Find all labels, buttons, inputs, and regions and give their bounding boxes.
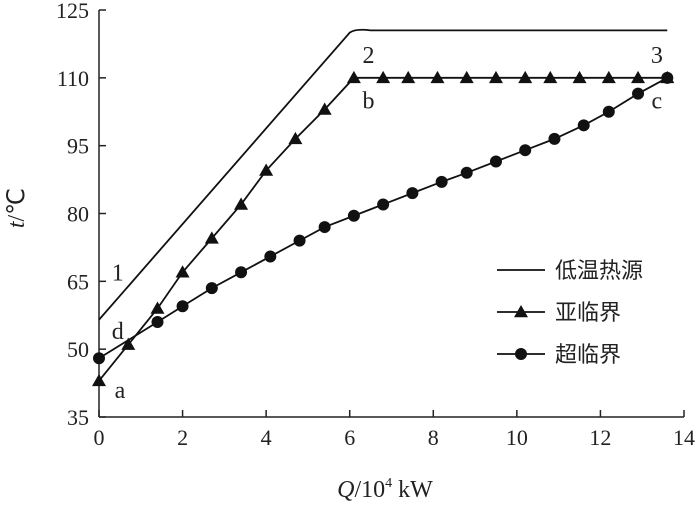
y-tick-label: 125 [56, 0, 89, 23]
data-point [151, 316, 164, 329]
y-tick-label: 80 [67, 202, 89, 227]
data-point [264, 250, 277, 263]
series-layer [92, 28, 675, 387]
data-point [121, 337, 136, 350]
x-tick-label: 12 [589, 425, 611, 450]
data-point [204, 231, 219, 244]
data-point [93, 352, 105, 365]
data-point [460, 166, 473, 179]
data-point [601, 70, 616, 84]
legend-label: 超临界 [555, 343, 621, 368]
data-point [150, 301, 165, 314]
annotation-label: a [115, 378, 126, 404]
data-point [661, 71, 674, 84]
data-point [293, 234, 306, 247]
series-1 [98, 28, 668, 321]
data-point [92, 373, 106, 387]
data-point [346, 70, 361, 84]
data-point [318, 221, 331, 234]
series-line [98, 28, 668, 321]
legend-marker [515, 348, 527, 360]
legend-label: 亚临界 [555, 301, 621, 326]
data-point [459, 70, 474, 84]
legend-label: 低温热源 [555, 259, 643, 284]
data-point [176, 300, 189, 313]
data-point [602, 105, 615, 118]
annotation-label: 3 [651, 43, 663, 69]
series-2 [92, 70, 675, 387]
x-tick-label: 14 [673, 425, 695, 450]
x-tick-label: 2 [177, 425, 188, 450]
data-point [518, 70, 533, 84]
data-point [317, 102, 332, 115]
data-point [489, 155, 502, 168]
data-point [631, 70, 646, 84]
data-point [347, 209, 360, 222]
data-point [430, 70, 445, 84]
data-point [406, 187, 419, 200]
data-point [376, 70, 391, 84]
data-point [259, 163, 274, 176]
y-tick-label: 50 [67, 337, 89, 362]
data-point [435, 175, 448, 188]
y-tick-label: 65 [67, 269, 89, 294]
data-point [577, 119, 590, 132]
data-point [543, 70, 558, 84]
annotation-layer: 1 2 3 a b c d [112, 43, 663, 404]
y-tick-label: 35 [67, 405, 89, 430]
data-point [632, 87, 645, 100]
x-axis-label: Q/104 kW [337, 476, 433, 503]
annotation-label: d [112, 319, 124, 345]
x-tick-label: 0 [94, 425, 105, 450]
annotation-label: b [363, 88, 375, 114]
data-point [377, 198, 390, 211]
data-point [519, 144, 532, 157]
x-tick-label: 10 [506, 425, 528, 450]
annotation-label: 2 [363, 43, 375, 69]
x-tick-label: 8 [428, 425, 439, 450]
data-point [175, 265, 190, 278]
x-tick-label: 6 [344, 425, 355, 450]
data-point [572, 70, 587, 84]
y-tick-label: 95 [67, 134, 89, 159]
data-point [548, 132, 561, 145]
legend-marker [514, 305, 528, 318]
data-point [205, 282, 218, 295]
data-point [401, 70, 416, 84]
annotation-label: 1 [112, 260, 124, 286]
data-point [235, 266, 248, 279]
data-point [288, 131, 303, 145]
data-point [488, 70, 503, 84]
series-3 [93, 71, 674, 365]
data-point [234, 197, 249, 210]
y-axis-label: t/℃ [4, 188, 30, 228]
y-tick-label: 110 [57, 66, 89, 91]
annotation-label: c [652, 88, 663, 114]
x-tick-label: 4 [261, 425, 272, 450]
